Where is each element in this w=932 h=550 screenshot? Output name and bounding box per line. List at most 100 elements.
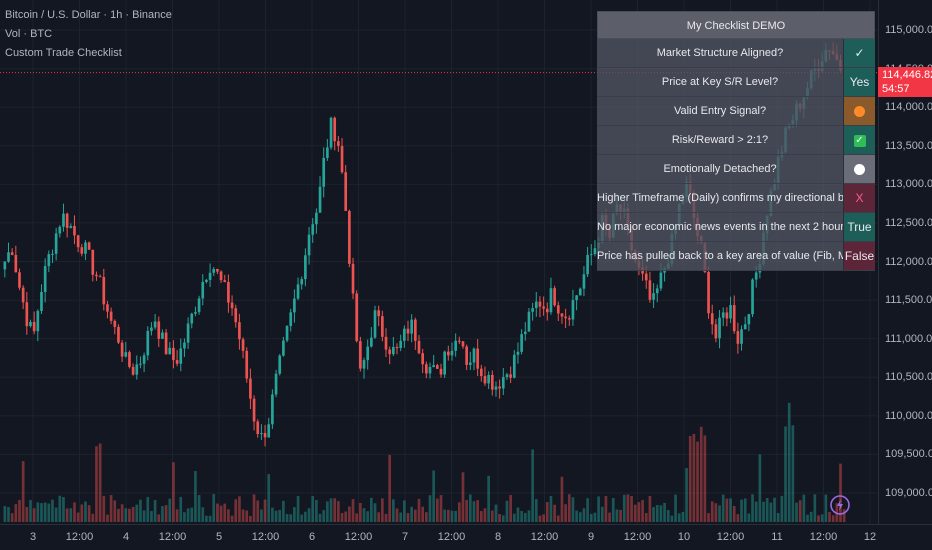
volume-indicator-label[interactable]: Vol · BTC — [5, 28, 53, 40]
candle-body — [644, 273, 648, 281]
volume-bar — [600, 506, 604, 522]
volume-bar — [648, 496, 652, 522]
candle-body — [425, 364, 428, 374]
price-tick-label: 114,000.00 — [885, 101, 932, 114]
volume-bar — [245, 510, 249, 522]
volume-bar — [630, 495, 633, 522]
time-tick-label: 12:00 — [530, 531, 559, 543]
candle-body — [106, 304, 109, 312]
volume-bar — [619, 509, 622, 522]
volume-bar — [787, 402, 791, 522]
volume-bar — [718, 505, 721, 522]
volume-bar — [696, 441, 699, 522]
volume-bar — [721, 494, 725, 522]
candle-body — [256, 421, 260, 434]
candle-body — [732, 305, 736, 332]
candle-body — [161, 332, 164, 339]
checklist-row: Price at Key S/R Level? Yes — [597, 68, 875, 97]
volume-bar — [146, 496, 150, 522]
candle-body — [230, 302, 234, 309]
candle-body — [388, 349, 392, 355]
candle-body — [512, 354, 516, 378]
volume-bar — [501, 515, 505, 522]
time-tick-label: 3 — [29, 531, 37, 543]
volume-bar — [395, 508, 399, 522]
volume-bar — [120, 504, 124, 522]
volume-bar — [523, 512, 527, 522]
candle-body — [54, 233, 58, 254]
volume-bar — [113, 500, 117, 522]
volume-bar — [435, 498, 439, 522]
volume-bar — [54, 507, 58, 522]
volume-bar — [359, 502, 362, 522]
candle-body — [743, 324, 747, 330]
volume-bar — [150, 511, 153, 522]
checklist-item-status: ✓ — [844, 126, 875, 155]
volume-bar — [688, 436, 692, 522]
candle-body — [150, 327, 153, 331]
candle-body — [337, 141, 340, 147]
volume-bar — [479, 511, 483, 522]
volume-bar — [534, 499, 538, 522]
volume-bar — [538, 515, 542, 522]
volume-bar — [527, 510, 531, 522]
orange-circle-icon — [854, 106, 865, 118]
candle-body — [326, 147, 329, 158]
volume-bar — [747, 513, 751, 522]
candle-body — [172, 347, 175, 361]
volume-bar — [403, 500, 406, 522]
volume-bar — [271, 507, 274, 522]
time-tick-label: 6 — [308, 531, 316, 543]
volume-bar — [516, 507, 520, 522]
candle-body — [102, 276, 106, 305]
candle-body — [164, 332, 168, 355]
candle-body — [476, 348, 479, 369]
volume-bar — [348, 506, 351, 522]
candle-body — [241, 339, 245, 351]
volume-bar — [626, 494, 630, 522]
volume-bar — [73, 502, 76, 522]
volume-bar — [769, 502, 773, 522]
candle-body — [582, 274, 586, 289]
candle-body — [490, 374, 494, 390]
volume-bar — [285, 513, 289, 522]
volume-bar — [553, 504, 556, 522]
volume-bar — [366, 511, 370, 522]
volume-bar — [205, 515, 208, 522]
volume-bar — [824, 494, 828, 522]
checklist-item-label: No major economic news events in the nex… — [597, 213, 844, 242]
candle-body — [450, 350, 454, 356]
volume-bar — [388, 454, 392, 522]
volume-bar — [87, 505, 91, 522]
checklist-item-status — [844, 97, 875, 126]
candle-body — [340, 146, 344, 173]
checklist-rows: Market Structure Aligned? ✓ Price at Key S… — [597, 39, 875, 271]
volume-bar — [414, 509, 417, 522]
bar-countdown: 54:57 — [882, 83, 910, 95]
volume-bar — [428, 495, 432, 522]
checklist-item-label: Valid Entry Signal? — [597, 97, 844, 126]
tradingview-logo-icon[interactable] — [830, 495, 850, 515]
volume-bar — [593, 512, 597, 522]
candle-body — [58, 226, 62, 234]
volume-bar — [315, 500, 318, 522]
volume-bar — [10, 513, 14, 522]
candle-body — [91, 249, 95, 275]
checklist-item-status — [844, 155, 875, 184]
indicator-label[interactable]: Custom Trade Checklist — [5, 47, 122, 59]
volume-bar — [725, 498, 729, 522]
candle-body — [168, 347, 172, 355]
volume-bar — [512, 513, 516, 522]
time-scale[interactable]: 3 12:00 4 12:00 5 12:00 6 12:00 7 12:00 8 12:00 9 12:… — [0, 524, 932, 550]
volume-bar — [806, 514, 809, 522]
volume-bar — [622, 494, 626, 522]
symbol-title[interactable]: Bitcoin / U.S. Dollar · 1h · Binance — [5, 9, 172, 21]
candle-body — [190, 313, 194, 324]
candle-body — [520, 334, 523, 352]
volume-bar — [571, 497, 575, 522]
volume-bar — [549, 496, 553, 522]
volume-bar — [194, 471, 197, 522]
time-tick-label: 9 — [587, 531, 595, 543]
candle-body — [428, 367, 432, 374]
volume-bar — [699, 426, 703, 522]
